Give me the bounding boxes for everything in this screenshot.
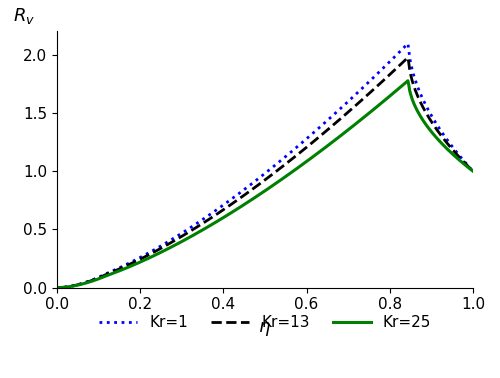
Kr=1 <box>461 158 467 163</box>
Kr=25 <box>461 161 467 166</box>
Kr=25 <box>252 195 258 200</box>
Kr=25 <box>254 194 260 198</box>
Kr=1 <box>395 51 401 56</box>
Kr=25 <box>395 87 401 91</box>
Kr=13 <box>302 147 308 151</box>
Kr=1 <box>252 179 258 184</box>
Kr=25 <box>54 285 60 290</box>
Kr=13 <box>470 169 476 174</box>
X-axis label: η: η <box>260 318 270 336</box>
Kr=1 <box>470 169 476 174</box>
Kr=13 <box>252 185 258 190</box>
Line: Kr=1: Kr=1 <box>57 43 473 288</box>
Kr=25 <box>405 79 411 83</box>
Kr=13 <box>279 164 285 169</box>
Kr=1 <box>254 177 260 182</box>
Kr=1 <box>54 285 60 290</box>
Kr=25 <box>279 177 285 181</box>
Kr=25 <box>302 161 308 165</box>
Kr=1 <box>302 138 308 143</box>
Kr=25 <box>470 169 476 174</box>
Kr=13 <box>395 65 401 69</box>
Kr=1 <box>405 41 411 46</box>
Kr=13 <box>254 184 260 188</box>
Line: Kr=13: Kr=13 <box>57 57 473 288</box>
Legend: Kr=1, Kr=13, Kr=25: Kr=1, Kr=13, Kr=25 <box>92 309 438 336</box>
Y-axis label: $R_v$: $R_v$ <box>12 6 35 26</box>
Line: Kr=25: Kr=25 <box>57 81 473 288</box>
Kr=1 <box>279 157 285 162</box>
Kr=13 <box>54 285 60 290</box>
Kr=13 <box>405 55 411 60</box>
Kr=13 <box>461 160 467 164</box>
